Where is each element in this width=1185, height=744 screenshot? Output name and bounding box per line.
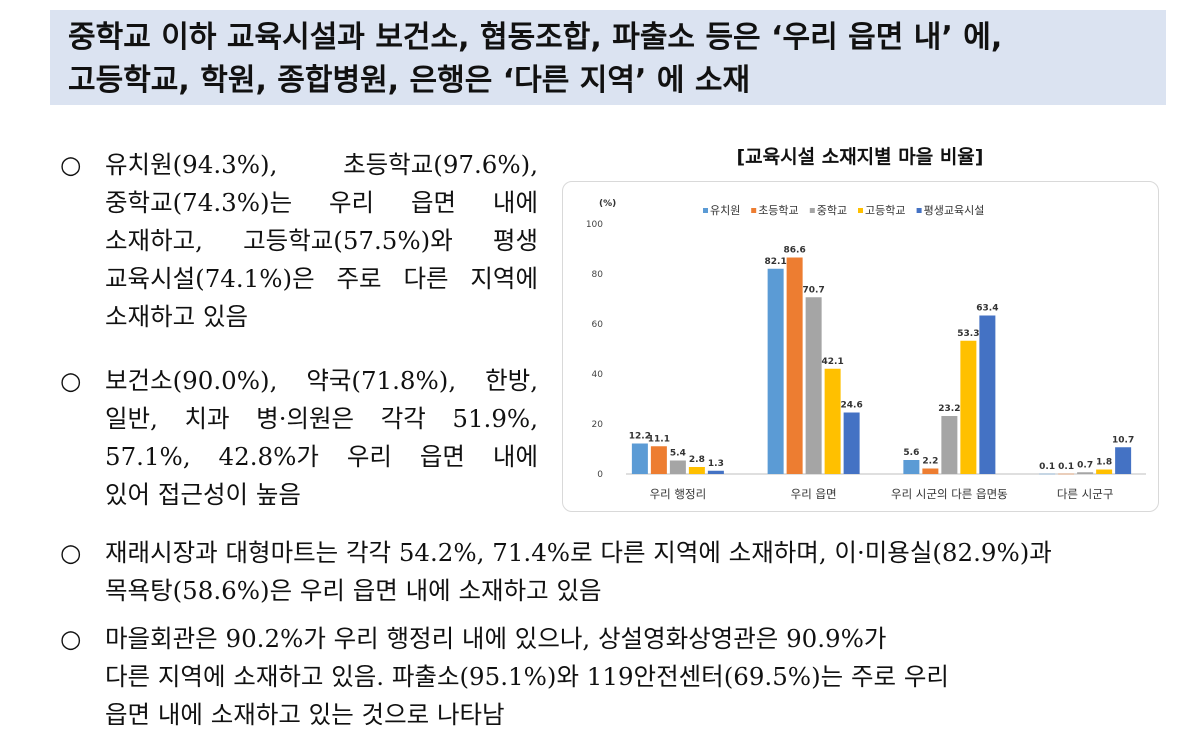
bar xyxy=(941,416,958,474)
bullet-icon: ○ xyxy=(60,624,82,653)
paragraph-education: ○ 유치원(94.3%), 초등학교(97.6%), 중학교(74.3%)는 우… xyxy=(60,146,538,336)
x-tick-label: 우리 시군의 다른 읍면동 xyxy=(891,487,1008,501)
bar xyxy=(669,460,686,474)
legend-swatch xyxy=(703,208,708,213)
chart-frame: (%) 0 20 40 60 80 100 유치원 초등학교 중학교 고등학교 평생교육시설 12.2 1… xyxy=(562,181,1159,512)
bar xyxy=(631,443,648,474)
bar xyxy=(805,297,822,474)
data-label: 0.1 xyxy=(1039,462,1055,472)
data-label: 2.8 xyxy=(689,455,705,465)
data-label: 11.1 xyxy=(648,434,670,444)
headline-line-1: 중학교 이하 교육시설과 보건소, 협동조합, 파출소 등은 ‘우리 읍면 내’… xyxy=(68,20,1003,55)
data-label: 42.1 xyxy=(822,357,844,367)
paragraph-line: 유치원(94.3%), 초등학교(97.6%), xyxy=(105,150,538,179)
data-label: 1.8 xyxy=(1096,458,1112,468)
legend-swatch xyxy=(751,208,757,213)
paragraph-line: 마을회관은 90.2%가 우리 행정리 내에 있으나, 상설영화상영관은 90.… xyxy=(105,624,887,653)
data-label: 12.2 xyxy=(629,432,651,442)
data-label: 70.7 xyxy=(803,285,825,295)
y-tick-label: 100 xyxy=(586,220,603,230)
legend-swatch xyxy=(916,208,922,213)
y-tick-label: 40 xyxy=(592,370,604,380)
x-tick-label: 우리 읍면 xyxy=(791,487,837,501)
paragraph-market: ○ 재래시장과 대형마트는 각각 54.2%, 71.4%로 다른 지역에 소재… xyxy=(60,534,1150,610)
paragraph-line: 57.1%, 42.8%가 우리 읍면 내에 xyxy=(105,442,538,471)
y-axis-label: (%) xyxy=(599,199,616,209)
legend-label: 유치원 xyxy=(710,204,740,217)
bar xyxy=(786,257,803,474)
data-label: 5.6 xyxy=(903,448,919,458)
legend-label: 초등학교 xyxy=(758,204,798,217)
bar xyxy=(1115,447,1132,474)
paragraph-line: 일반, 치과 병·의원은 각각 51.9%, xyxy=(105,404,538,433)
bullet-icon: ○ xyxy=(60,538,82,567)
legend-swatch xyxy=(858,208,863,213)
bar xyxy=(1096,469,1113,474)
headline-banner: 중학교 이하 교육시설과 보건소, 협동조합, 파출소 등은 ‘우리 읍면 내’… xyxy=(50,10,1166,105)
data-label: 0.1 xyxy=(1058,462,1074,472)
data-label: 24.6 xyxy=(841,401,863,411)
legend-swatch xyxy=(809,208,815,213)
bar xyxy=(707,470,724,474)
paragraph-line: 있어 접근성이 높음 xyxy=(105,480,301,509)
headline-line-2: 고등학교, 학원, 종합병원, 은행은 ‘다른 지역’ 에 소재 xyxy=(68,63,751,98)
bar xyxy=(922,468,939,474)
paragraph-line: 소재하고 있음 xyxy=(105,302,249,331)
y-tick-label: 80 xyxy=(592,270,604,280)
data-label: 63.4 xyxy=(976,304,998,314)
paragraph-line: 중학교(74.3%)는 우리 읍면 내에 xyxy=(105,188,538,217)
bar xyxy=(1058,473,1075,475)
paragraph-line: 소재하고, 고등학교(57.5%)와 평생 xyxy=(105,226,538,255)
paragraph-line: 읍면 내에 소재하고 있는 것으로 나타남 xyxy=(105,700,505,729)
chart-title: [교육시설 소재지별 마을 비율] xyxy=(736,146,984,168)
bar xyxy=(1077,472,1094,474)
bar xyxy=(843,412,860,474)
paragraph-line: 교육시설(74.1%)은 주로 다른 지역에 xyxy=(105,264,538,293)
bullet-icon: ○ xyxy=(60,366,82,395)
data-label: 10.7 xyxy=(1112,435,1134,445)
bar xyxy=(688,467,705,474)
paragraph-health: ○ 보건소(90.0%), 약국(71.8%), 한방, 일반, 치과 병·의원… xyxy=(60,362,538,514)
data-label: 5.4 xyxy=(670,449,686,459)
x-tick-label: 우리 행정리 xyxy=(650,487,707,501)
y-tick-label: 0 xyxy=(597,470,603,480)
y-tick-label: 60 xyxy=(592,320,604,330)
y-tick-label: 20 xyxy=(592,420,604,430)
data-label: 82.1 xyxy=(765,257,787,267)
paragraph-public: ○ 마을회관은 90.2%가 우리 행정리 내에 있으나, 상설영화상영관은 9… xyxy=(60,620,1150,734)
bullet-icon: ○ xyxy=(60,150,82,179)
data-label: 53.3 xyxy=(957,329,979,339)
bar xyxy=(903,460,920,474)
data-label: 1.3 xyxy=(708,459,724,469)
legend-label: 중학교 xyxy=(817,204,847,217)
bar xyxy=(767,268,784,474)
bar xyxy=(1039,473,1056,475)
bar xyxy=(824,368,841,474)
x-tick-label: 다른 시군구 xyxy=(1057,487,1114,501)
bar xyxy=(979,315,996,474)
legend-label: 고등학교 xyxy=(865,204,905,217)
data-label: 0.7 xyxy=(1077,460,1093,470)
legend-label: 평생교육시설 xyxy=(924,204,985,217)
paragraph-line: 보건소(90.0%), 약국(71.8%), 한방, xyxy=(105,366,538,395)
bar xyxy=(650,446,667,474)
data-label: 23.2 xyxy=(938,404,960,414)
paragraph-line: 다른 지역에 소재하고 있음. 파출소(95.1%)와 119안전센터(69.5… xyxy=(105,662,949,691)
data-label: 86.6 xyxy=(784,246,806,256)
paragraph-line: 재래시장과 대형마트는 각각 54.2%, 71.4%로 다른 지역에 소재하며… xyxy=(105,538,1052,567)
bar xyxy=(960,340,977,474)
data-label: 2.2 xyxy=(922,457,938,467)
paragraph-line: 목욕탕(58.6%)은 우리 읍면 내에 소재하고 있음 xyxy=(105,576,602,605)
